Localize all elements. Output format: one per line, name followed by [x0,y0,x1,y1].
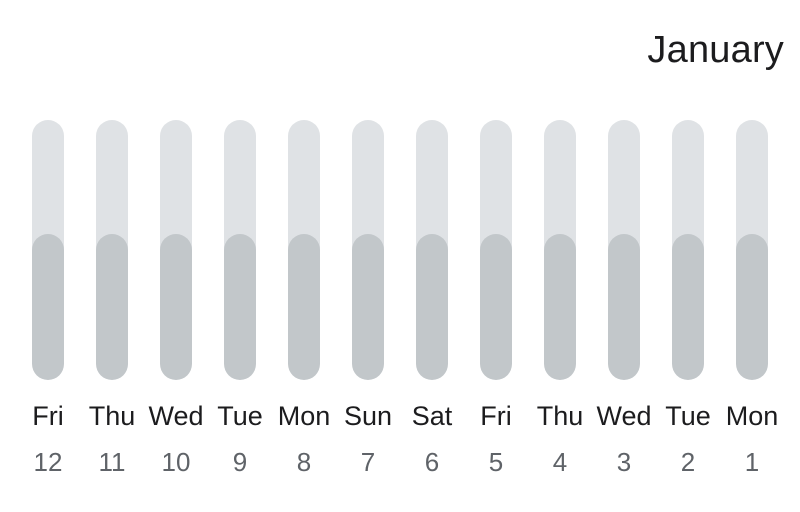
day-column[interactable]: Thu 11 [80,120,144,480]
date-number: 8 [296,447,312,477]
weekday-label: Fri [32,401,64,431]
month-title: January [647,29,784,71]
day-bar-fill [224,234,256,380]
weekday-label: Sat [411,401,453,431]
day-bar-fill [352,234,384,380]
day-bar-track [32,120,64,380]
weekday-label: Thu [536,401,584,431]
weekday-label: Mon [277,401,331,431]
day-bar-track [352,120,384,380]
date-number: 1 [744,447,760,477]
day-bar-track [160,120,192,380]
day-bar-track [736,120,768,380]
weekday-label: Sun [343,401,393,431]
weekday-label: Tue [665,401,711,431]
date-number: 5 [488,447,504,477]
day-column[interactable]: Thu 4 [528,120,592,480]
day-bar-fill [96,234,128,380]
day-bar-track [672,120,704,380]
day-bar-track [288,120,320,380]
weekday-label: Thu [88,401,136,431]
date-number: 7 [360,447,376,477]
day-bar-fill [288,234,320,380]
day-bar-fill [736,234,768,380]
date-number: 3 [616,447,632,477]
date-number: 10 [161,447,191,477]
day-bar-track [224,120,256,380]
date-number: 12 [33,447,63,477]
date-number: 9 [232,447,248,477]
day-bars: Fri 12 Thu 11 Wed 10 Tue 9 Mon 8 Sun 7 Sat 6 Fri 5 Thu 4 W… [16,120,784,480]
weekday-label: Wed [596,401,652,431]
date-number: 2 [680,447,696,477]
day-bar-fill [672,234,704,380]
day-bar-fill [480,234,512,380]
date-number: 6 [424,447,440,477]
day-bar-track [480,120,512,380]
day-bar-track [544,120,576,380]
day-bar-fill [544,234,576,380]
day-column[interactable]: Wed 10 [144,120,208,480]
weekday-label: Mon [725,401,779,431]
date-number: 11 [98,447,126,477]
day-column[interactable]: Tue 2 [656,120,720,480]
day-bar-fill [32,234,64,380]
day-column[interactable]: Wed 3 [592,120,656,480]
day-bar-fill [160,234,192,380]
weekday-label: Tue [217,401,263,431]
date-number: 4 [552,447,568,477]
day-bar-fill [608,234,640,380]
day-column[interactable]: Sat 6 [400,120,464,480]
day-bar-track [96,120,128,380]
day-column[interactable]: Mon 1 [720,120,784,480]
weekday-label: Fri [480,401,512,431]
day-column[interactable]: Fri 12 [16,120,80,480]
weekday-label: Wed [148,401,204,431]
day-column[interactable]: Fri 5 [464,120,528,480]
day-column[interactable]: Tue 9 [208,120,272,480]
day-bar-track [416,120,448,380]
day-bar-fill [416,234,448,380]
day-column[interactable]: Sun 7 [336,120,400,480]
day-bar-track [608,120,640,380]
day-column[interactable]: Mon 8 [272,120,336,480]
